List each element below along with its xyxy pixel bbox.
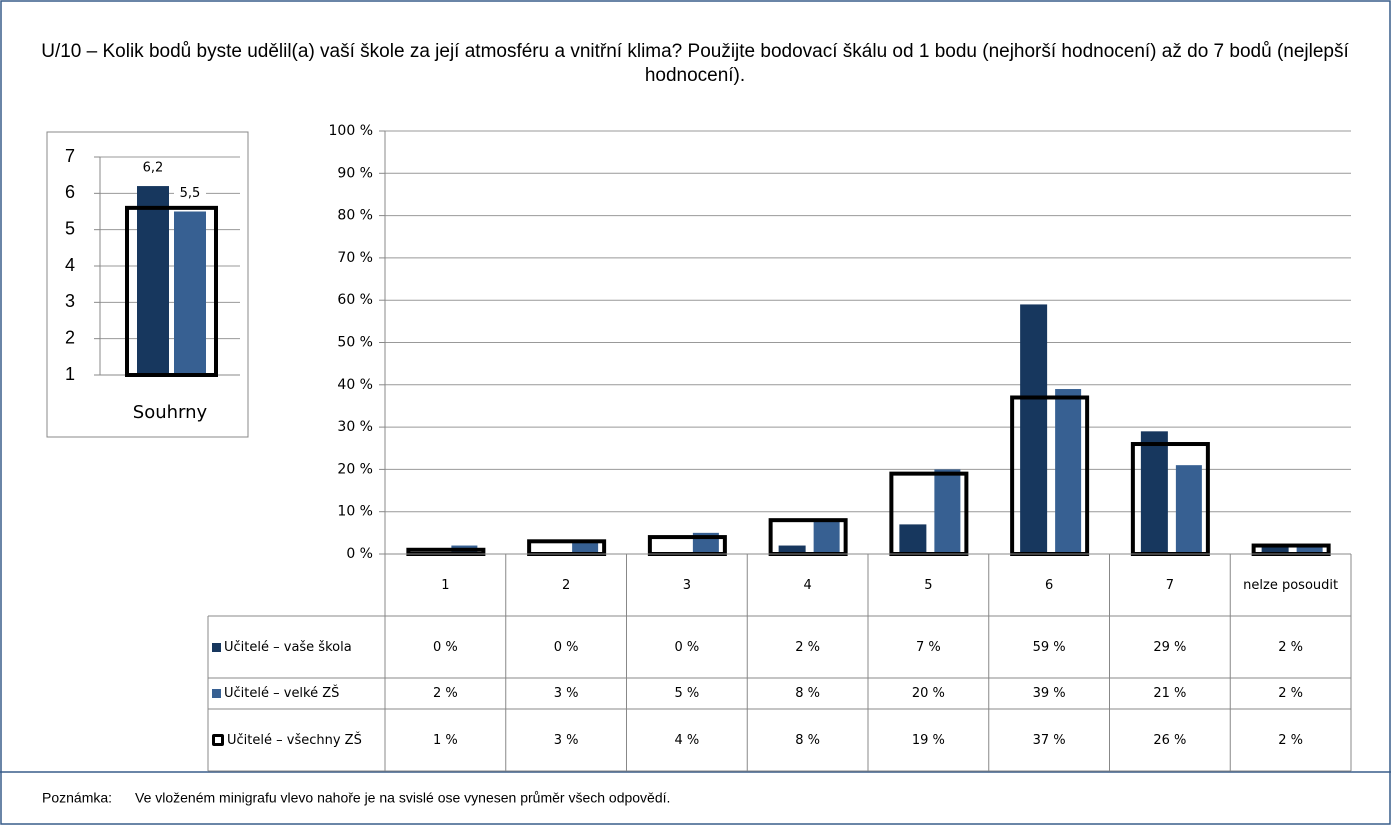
y-tick-label: 5 <box>65 218 75 238</box>
y-tick-label: 30 % <box>337 419 373 435</box>
y-tick-label: 20 % <box>337 461 373 477</box>
y-tick-label: 1 <box>65 364 75 384</box>
data-label-bg <box>137 158 169 179</box>
data-label-bg <box>174 183 206 204</box>
y-tick-label: 70 % <box>337 250 373 266</box>
legend-key <box>212 689 221 698</box>
y-tick-label: 4 <box>65 255 75 275</box>
bar <box>1140 431 1168 554</box>
x-tick-label: 3 <box>682 577 692 593</box>
y-tick-label: 50 % <box>337 335 373 351</box>
x-tick-label: 2 <box>561 577 571 593</box>
bar <box>137 186 169 375</box>
y-tick-label: 6 <box>65 182 75 202</box>
data-label: 39 % <box>1032 686 1066 701</box>
x-tick-label: 1 <box>441 577 450 593</box>
x-tick-label: Souhrny <box>133 402 208 423</box>
y-tick-label: 7 <box>65 146 75 166</box>
y-tick-label: 90 % <box>337 165 373 181</box>
y-tick-label: 2 <box>65 327 75 347</box>
legend-entry: Učitelé – velké ZŠ <box>212 678 381 709</box>
data-label: 0 % <box>674 639 700 655</box>
x-tick-label: 5 <box>924 577 933 593</box>
note-text: Ve vloženém minigrafu vlevo nahoře je na… <box>135 790 670 806</box>
data-label: 8 % <box>795 686 820 701</box>
data-label: 4 % <box>674 732 700 748</box>
y-tick-label: 80 % <box>337 208 373 224</box>
data-label: 29 % <box>1153 639 1187 655</box>
data-label: 6,2 <box>143 161 164 176</box>
data-label: 8 % <box>795 732 820 748</box>
chart-title: U/10 – Kolik bodů byste udělil(a) vaší š… <box>41 41 1349 86</box>
legend-key <box>212 734 224 746</box>
bar <box>572 541 599 554</box>
y-tick-label: 100 % <box>329 123 373 139</box>
data-label: 2 % <box>1278 686 1303 701</box>
data-label: 5,5 <box>180 186 201 201</box>
legend-entry: Učitelé – vaše škola <box>212 616 381 678</box>
y-tick-label: 10 % <box>337 504 373 520</box>
y-tick-label: 3 <box>65 291 75 311</box>
bar <box>813 520 840 554</box>
y-tick-label: 40 % <box>337 377 373 393</box>
bar-outline <box>125 205 218 377</box>
data-label: 59 % <box>1032 639 1066 655</box>
legend-entry: Učitelé – všechny ZŠ <box>212 709 381 771</box>
bar <box>174 211 206 375</box>
data-label: 3 % <box>553 686 579 701</box>
legend-label: Učitelé – všechny ZŠ <box>227 732 362 748</box>
data-label: 2 % <box>432 686 458 701</box>
y-tick-label: 60 % <box>337 292 373 308</box>
data-label: 37 % <box>1032 732 1066 748</box>
note-label: Poznámka: <box>42 790 112 806</box>
data-label: 2 % <box>795 639 820 655</box>
data-label: 20 % <box>911 686 945 701</box>
bar <box>1055 389 1082 554</box>
legend-key <box>212 642 221 652</box>
x-tick-label: 6 <box>1044 577 1054 593</box>
data-label: 3 % <box>553 732 579 748</box>
data-label: 0 % <box>432 639 458 655</box>
data-label: 0 % <box>553 639 579 655</box>
x-tick-label: 7 <box>1165 577 1175 593</box>
data-label: 7 % <box>915 639 941 655</box>
bar <box>1020 304 1048 554</box>
data-label: 2 % <box>1278 732 1303 748</box>
bar <box>778 545 806 554</box>
data-label: 26 % <box>1153 732 1187 748</box>
bar <box>1175 465 1202 554</box>
legend-label: Učitelé – velké ZŠ <box>224 686 340 701</box>
bar <box>934 469 961 554</box>
x-tick-label: nelze posoudit <box>1243 577 1339 593</box>
legend-label: Učitelé – vaše škola <box>224 639 352 655</box>
bar <box>899 524 927 554</box>
data-label: 5 % <box>674 686 700 701</box>
data-label: 1 % <box>432 732 458 748</box>
x-tick-label: 4 <box>803 577 812 593</box>
y-tick-label: 0 % <box>346 546 373 562</box>
data-label: 21 % <box>1153 686 1187 701</box>
bar <box>1296 545 1323 554</box>
data-label: 2 % <box>1278 639 1303 655</box>
data-label: 19 % <box>911 732 945 748</box>
bar <box>1261 545 1289 554</box>
